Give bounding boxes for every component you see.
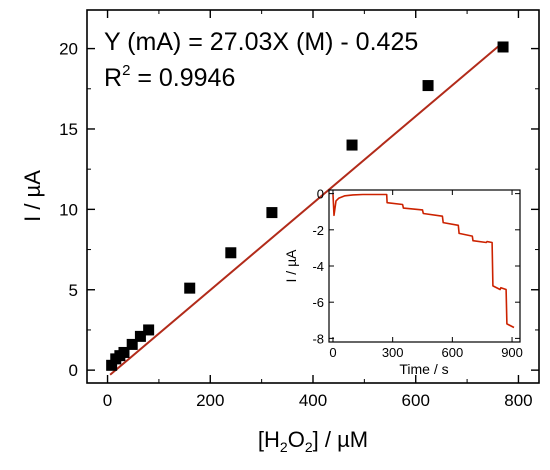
y-tick-label: 0 bbox=[69, 361, 78, 380]
inset-y-tick-label: -6 bbox=[312, 295, 324, 310]
inset-current-trace bbox=[332, 193, 515, 329]
main-x-axis-label: [H2O2] / µM bbox=[258, 427, 368, 455]
x-tick-label: 800 bbox=[504, 391, 532, 410]
y-tick-label: 10 bbox=[59, 200, 78, 219]
x-axis-label-o: O bbox=[288, 427, 305, 452]
data-point bbox=[266, 207, 278, 219]
x-tick-label: 200 bbox=[196, 391, 224, 410]
inset-y-axis-label: I / µA bbox=[283, 249, 299, 283]
data-points bbox=[106, 41, 509, 371]
inset-x-tick-label: 900 bbox=[501, 345, 523, 360]
data-point bbox=[422, 80, 434, 92]
inset-axis-ticks: 0 300 600 900 0 -2 -4 -6 -8 bbox=[312, 187, 522, 360]
inset-plot: 0 300 600 900 0 -2 -4 -6 -8 I / µA Time / s bbox=[283, 187, 523, 377]
inset-x-tick-label: 300 bbox=[382, 345, 404, 360]
x-axis-label-sub-2a: 2 bbox=[280, 439, 288, 455]
data-point bbox=[134, 330, 146, 342]
data-point bbox=[346, 139, 358, 151]
fit-equation: Y (mA) = 27.03X (M) - 0.425 bbox=[104, 28, 418, 56]
inset-x-tick-label: 600 bbox=[442, 345, 464, 360]
inset-background bbox=[329, 190, 520, 342]
y-tick-label: 5 bbox=[69, 281, 78, 300]
x-tick-label: 400 bbox=[299, 391, 327, 410]
r-squared-label: R2 = 0.9946 bbox=[104, 62, 235, 92]
r-squared-value: = 0.9946 bbox=[130, 64, 235, 92]
inset-x-axis-label: Time / s bbox=[399, 361, 448, 377]
inset-y-tick-label: 0 bbox=[317, 187, 324, 202]
data-point bbox=[225, 247, 237, 259]
r-squared-sup: 2 bbox=[122, 62, 130, 79]
data-point bbox=[118, 346, 130, 358]
y-tick-label: 15 bbox=[59, 120, 78, 139]
x-axis-label-unit: ] / µM bbox=[313, 427, 368, 452]
data-point bbox=[106, 359, 118, 371]
x-axis-label-sub-2b: 2 bbox=[305, 439, 313, 455]
y-tick-label: 20 bbox=[59, 40, 78, 59]
data-point bbox=[184, 282, 196, 294]
x-tick-label: 0 bbox=[103, 391, 112, 410]
inset-y-tick-label: -8 bbox=[312, 331, 324, 346]
inset-x-tick-label: 0 bbox=[329, 345, 336, 360]
r-squared-r: R bbox=[104, 64, 122, 92]
fit-line-group bbox=[109, 41, 504, 376]
main-y-axis-label: I / µA bbox=[20, 170, 45, 222]
data-point bbox=[143, 324, 155, 336]
inset-y-tick-label: -2 bbox=[312, 223, 324, 238]
inset-y-tick-label: -4 bbox=[312, 259, 324, 274]
data-point bbox=[126, 338, 138, 350]
fit-line bbox=[109, 41, 504, 376]
data-point bbox=[497, 41, 509, 53]
x-tick-label: 600 bbox=[402, 391, 430, 410]
x-axis-label-bracket-open: [H bbox=[258, 427, 280, 452]
